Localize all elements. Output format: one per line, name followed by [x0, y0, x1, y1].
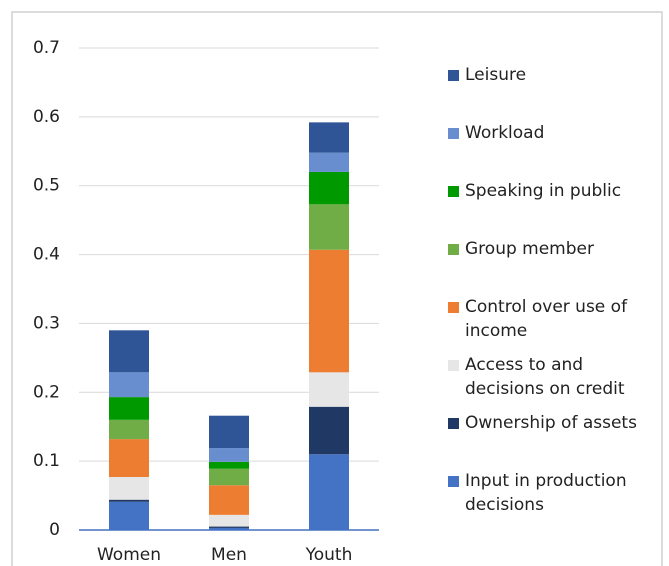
- bar-segment: [309, 372, 349, 407]
- legend-item: Access to and decisions on credit: [448, 353, 663, 401]
- bar-segment: [109, 419, 149, 440]
- bar-segment: [109, 501, 149, 530]
- bar-segment: [209, 461, 249, 469]
- legend-swatch: [448, 186, 459, 197]
- legend-swatch: [448, 128, 459, 139]
- bar-segment: [209, 448, 249, 462]
- legend-swatch: [448, 244, 459, 255]
- legend-label: Group member: [465, 239, 594, 259]
- legend-item: Leisure: [448, 63, 526, 87]
- bar-segment: [109, 330, 149, 373]
- y-tick-label: 0.7: [33, 38, 60, 58]
- legend-label: Ownership of assets: [465, 413, 637, 433]
- legend-item: Group member: [448, 237, 594, 261]
- bar-segment: [109, 476, 149, 500]
- legend-label: Input in production decisions: [465, 471, 627, 515]
- bar-segment: [309, 122, 349, 153]
- bar-segment: [209, 514, 249, 527]
- x-tick-label: Women: [97, 545, 161, 565]
- bar-segment: [109, 372, 149, 398]
- y-tick-label: 0.1: [33, 451, 60, 471]
- bar-segment: [209, 468, 249, 486]
- legend-item: Input in production decisions: [448, 469, 663, 517]
- legend-item: Control over use of income: [448, 295, 663, 343]
- legend-swatch: [448, 70, 459, 81]
- x-tick-label: Youth: [305, 545, 353, 565]
- legend-item: Ownership of assets: [448, 411, 637, 435]
- legend-item: Workload: [448, 121, 544, 145]
- bar-segment: [209, 527, 249, 530]
- bar-segment: [309, 406, 349, 455]
- y-tick-label: 0.4: [33, 245, 60, 265]
- bar-segment: [109, 499, 149, 502]
- y-tick-label: 0.6: [33, 107, 60, 127]
- bar-segment: [309, 152, 349, 172]
- x-tick-label: Men: [211, 545, 247, 565]
- y-tick-label: 0: [49, 520, 60, 540]
- legend-swatch: [448, 476, 459, 487]
- legend-label: Workload: [465, 123, 545, 143]
- legend-swatch: [448, 418, 459, 429]
- legend-item: Speaking in public: [448, 179, 621, 203]
- legend-label: Access to and decisions on credit: [465, 355, 625, 399]
- legend-swatch: [448, 302, 459, 313]
- bar-segment: [209, 485, 249, 515]
- y-tick-label: 0.2: [33, 382, 60, 402]
- bar-segment: [309, 249, 349, 373]
- bar-segment: [209, 526, 249, 528]
- bar-segment: [109, 439, 149, 477]
- bar-segment: [309, 454, 349, 530]
- bar-segment: [209, 415, 249, 449]
- y-tick-label: 0.5: [33, 176, 60, 196]
- legend-swatch: [448, 360, 459, 371]
- chart-border: [11, 11, 663, 566]
- legend-label: Control over use of income: [465, 297, 628, 341]
- legend-label: Leisure: [465, 65, 527, 85]
- legend-label: Speaking in public: [465, 181, 622, 201]
- bar-segment: [309, 204, 349, 250]
- bar-segment: [309, 171, 349, 205]
- bar-segment: [109, 397, 149, 420]
- y-tick-label: 0.3: [33, 313, 60, 333]
